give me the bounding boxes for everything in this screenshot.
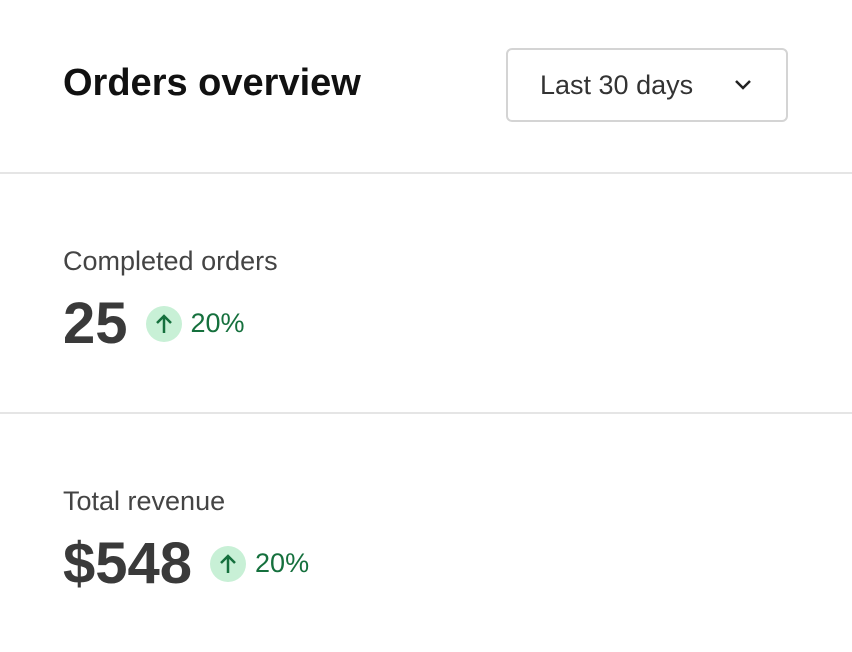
card-title: Orders overview [63,62,361,104]
change-badge: 20% [145,305,245,342]
up-arrow-icon [145,305,182,342]
stat-row: $548 20% [63,530,309,597]
stat-value: 25 [63,291,128,356]
change-text: 20% [190,308,245,338]
period-select[interactable]: Last 30 days [506,48,788,122]
stat-block: Total revenue $548 20% [0,414,852,652]
card-header: Orders overview Last 30 days [0,0,852,174]
change-text: 20% [255,548,310,578]
up-arrow-icon [210,545,247,582]
period-select-label: Last 30 days [540,69,694,100]
stat-row: 25 20% [63,290,245,357]
change-badge: 20% [210,545,310,582]
stat-label: Completed orders [63,246,278,276]
stat-block: Completed orders 25 20% [0,174,852,414]
chevron-icon [735,80,751,90]
stat-value: $548 [63,531,193,596]
stat-label: Total revenue [63,486,226,516]
